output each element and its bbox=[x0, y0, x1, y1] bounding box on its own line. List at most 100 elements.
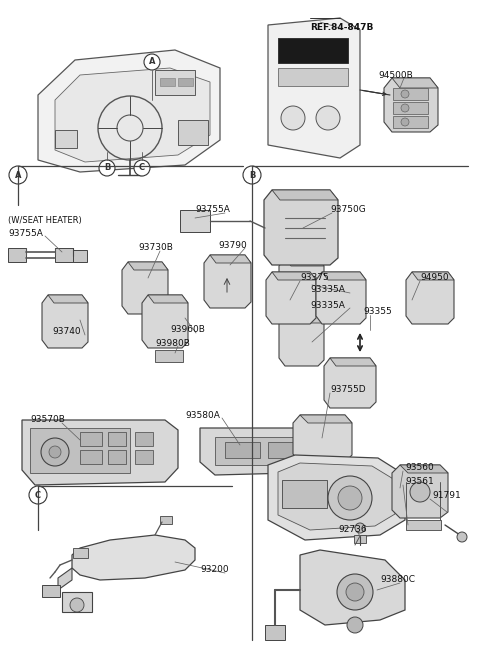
Polygon shape bbox=[324, 358, 376, 408]
Polygon shape bbox=[293, 415, 352, 462]
Text: 93790: 93790 bbox=[218, 240, 247, 250]
Bar bbox=[42, 585, 60, 597]
Circle shape bbox=[70, 598, 84, 612]
Bar bbox=[265, 222, 285, 234]
Text: A: A bbox=[149, 58, 155, 67]
Bar bbox=[406, 520, 441, 530]
Circle shape bbox=[347, 617, 363, 633]
Polygon shape bbox=[400, 465, 448, 473]
Bar bbox=[155, 350, 183, 362]
Polygon shape bbox=[300, 550, 405, 625]
Text: A: A bbox=[15, 170, 21, 179]
Bar bbox=[265, 625, 285, 640]
Bar bbox=[160, 78, 175, 86]
Text: 94500B: 94500B bbox=[378, 71, 413, 79]
Text: 93880C: 93880C bbox=[380, 576, 415, 584]
Bar bbox=[8, 248, 26, 262]
Text: 93375: 93375 bbox=[300, 274, 329, 282]
Bar bbox=[55, 248, 73, 262]
Circle shape bbox=[338, 486, 362, 510]
Circle shape bbox=[144, 54, 160, 70]
Bar bbox=[80, 432, 102, 446]
Text: 93561: 93561 bbox=[405, 477, 434, 487]
Bar bbox=[73, 250, 87, 262]
Polygon shape bbox=[266, 272, 316, 324]
Circle shape bbox=[337, 574, 373, 610]
Polygon shape bbox=[272, 190, 338, 200]
Circle shape bbox=[41, 438, 69, 466]
Circle shape bbox=[316, 106, 340, 130]
Bar bbox=[155, 70, 195, 95]
Bar bbox=[393, 116, 428, 128]
Bar bbox=[30, 428, 130, 473]
Bar bbox=[180, 210, 210, 232]
Polygon shape bbox=[278, 463, 395, 530]
Text: 93730B: 93730B bbox=[138, 244, 173, 252]
Bar bbox=[393, 88, 428, 100]
Polygon shape bbox=[406, 272, 454, 324]
Text: 93750G: 93750G bbox=[330, 206, 366, 214]
Bar bbox=[282, 480, 327, 508]
Polygon shape bbox=[285, 258, 324, 266]
Bar bbox=[215, 437, 320, 465]
Polygon shape bbox=[392, 465, 448, 518]
Polygon shape bbox=[148, 295, 188, 303]
Bar bbox=[225, 442, 260, 458]
Polygon shape bbox=[58, 568, 72, 590]
Bar bbox=[73, 548, 88, 558]
Circle shape bbox=[99, 160, 115, 176]
Bar bbox=[108, 450, 126, 464]
Text: C: C bbox=[35, 491, 41, 500]
Circle shape bbox=[9, 166, 27, 184]
Bar bbox=[80, 450, 102, 464]
Text: 92736: 92736 bbox=[338, 525, 367, 534]
Polygon shape bbox=[38, 50, 220, 172]
Text: 93755A: 93755A bbox=[8, 229, 43, 238]
Polygon shape bbox=[279, 258, 324, 309]
Text: 93980B: 93980B bbox=[155, 339, 190, 348]
Polygon shape bbox=[316, 272, 366, 324]
Bar bbox=[178, 78, 193, 86]
Text: 93335A: 93335A bbox=[310, 286, 345, 295]
Polygon shape bbox=[392, 78, 438, 88]
Circle shape bbox=[281, 106, 305, 130]
Bar bbox=[135, 432, 153, 446]
Circle shape bbox=[457, 532, 467, 542]
Polygon shape bbox=[48, 295, 88, 303]
Polygon shape bbox=[285, 315, 324, 323]
Text: 94950: 94950 bbox=[420, 274, 449, 282]
Text: B: B bbox=[104, 164, 110, 172]
Bar bbox=[62, 592, 92, 612]
Polygon shape bbox=[122, 262, 168, 314]
Text: 93740: 93740 bbox=[52, 328, 81, 337]
Bar bbox=[108, 432, 126, 446]
Bar bbox=[354, 535, 366, 543]
Polygon shape bbox=[412, 272, 454, 280]
Polygon shape bbox=[279, 315, 324, 366]
Polygon shape bbox=[384, 78, 438, 132]
Text: B: B bbox=[249, 170, 255, 179]
Polygon shape bbox=[330, 358, 376, 366]
Polygon shape bbox=[300, 415, 352, 423]
Polygon shape bbox=[268, 18, 360, 158]
Bar bbox=[135, 450, 153, 464]
Bar bbox=[55, 130, 77, 148]
Text: REF.84-847B: REF.84-847B bbox=[310, 24, 373, 33]
Circle shape bbox=[134, 160, 150, 176]
Text: 91791: 91791 bbox=[432, 491, 461, 500]
Polygon shape bbox=[322, 272, 366, 280]
Text: 93755A: 93755A bbox=[195, 206, 230, 214]
Polygon shape bbox=[204, 255, 251, 308]
Text: 93755D: 93755D bbox=[330, 386, 366, 394]
Bar bbox=[393, 102, 428, 114]
Text: C: C bbox=[139, 164, 145, 172]
Circle shape bbox=[328, 476, 372, 520]
Text: 93335A: 93335A bbox=[310, 301, 345, 310]
Bar bbox=[178, 120, 208, 145]
Text: (W/SEAT HEATER): (W/SEAT HEATER) bbox=[8, 215, 82, 225]
Circle shape bbox=[401, 118, 409, 126]
Text: 93580A: 93580A bbox=[185, 411, 220, 419]
Polygon shape bbox=[272, 272, 316, 280]
Polygon shape bbox=[55, 68, 210, 162]
Polygon shape bbox=[128, 262, 168, 270]
